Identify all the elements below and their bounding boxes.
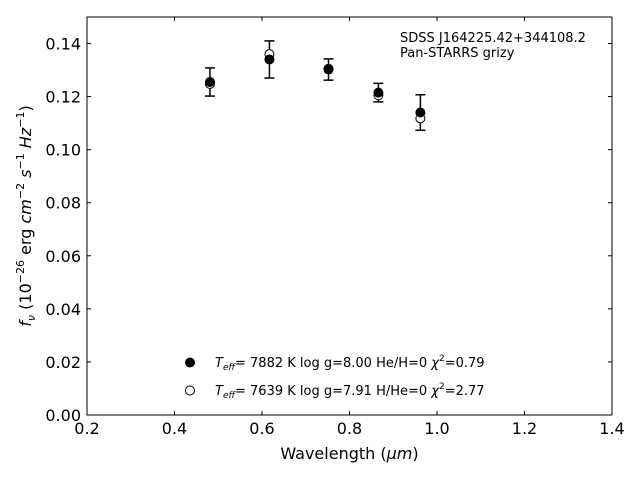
y-tick-label: 0.00 [45, 406, 81, 425]
y-tick-label: 0.10 [45, 141, 81, 160]
x-tick-label: 0.4 [162, 419, 187, 438]
data-marks [204, 40, 426, 132]
x-tick-label: 0.2 [74, 419, 99, 438]
model-point-filled [373, 87, 384, 98]
legend-marker-open [185, 385, 195, 396]
model-point-filled [415, 107, 426, 118]
target-name: SDSS J164225.42+344108.2 [400, 31, 586, 46]
photometry-survey: Pan-STARRS grizy [400, 46, 515, 61]
model-point-filled [323, 64, 334, 75]
x-tick-label: 1.0 [424, 419, 449, 438]
model-point-filled [204, 77, 215, 88]
x-tick-label: 1.2 [512, 419, 537, 438]
y-tick-label: 0.14 [45, 35, 81, 54]
y-tick-label: 0.12 [45, 88, 81, 107]
legend-entry-2: Teff= 7639 K log g=7.91 H/He=0 χ2=2.77 [215, 382, 485, 401]
model-point-filled [264, 54, 275, 65]
legend-marker-filled [185, 357, 195, 368]
x-tick-label: 0.8 [337, 419, 362, 438]
x-tick-label: 0.6 [249, 419, 274, 438]
y-tick-label: 0.08 [45, 194, 81, 213]
legend: Teff= 7882 K log g=8.00 He/H=0 χ2=0.79 T… [185, 354, 485, 401]
y-tick-label: 0.04 [45, 300, 81, 319]
y-axis-ticks: 0.00 0.02 0.04 0.06 0.08 0.10 0.12 0.14 [45, 35, 612, 425]
y-tick-label: 0.06 [45, 247, 81, 266]
y-axis-label: fν (10−26 erg cm−2 s−1 Hz−1) [14, 105, 38, 326]
x-tick-label: 1.4 [599, 419, 624, 438]
plot-frame [86, 16, 613, 416]
x-axis-label: Wavelength (μm) [280, 444, 418, 463]
y-tick-label: 0.02 [45, 353, 81, 372]
legend-entry-1: Teff= 7882 K log g=8.00 He/H=0 χ2=0.79 [215, 354, 485, 373]
